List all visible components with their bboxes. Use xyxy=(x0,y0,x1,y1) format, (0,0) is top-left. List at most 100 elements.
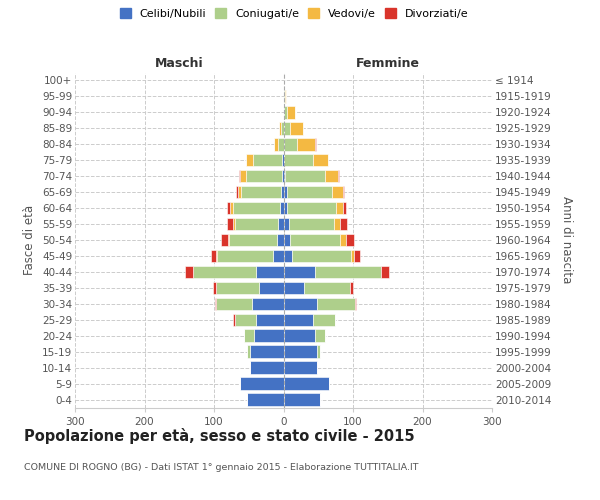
Bar xyxy=(256,314,284,326)
Text: Maschi: Maschi xyxy=(155,57,203,70)
Bar xyxy=(241,170,246,182)
Bar xyxy=(274,138,278,150)
Bar xyxy=(343,186,344,198)
Bar xyxy=(284,394,320,406)
Bar xyxy=(292,250,351,262)
Y-axis label: Fasce di età: Fasce di età xyxy=(23,205,37,275)
Bar xyxy=(284,90,285,102)
Bar xyxy=(290,234,340,246)
Y-axis label: Anni di nascita: Anni di nascita xyxy=(560,196,573,284)
Bar xyxy=(247,346,250,358)
Bar xyxy=(227,218,233,230)
Bar xyxy=(284,282,304,294)
Bar xyxy=(235,218,278,230)
Text: Popolazione per età, sesso e stato civile - 2015: Popolazione per età, sesso e stato civil… xyxy=(24,428,415,444)
Bar xyxy=(246,154,253,166)
Bar xyxy=(233,314,235,326)
Legend: Celibi/Nubili, Coniugati/e, Vedovi/e, Divorziati/e: Celibi/Nubili, Coniugati/e, Vedovi/e, Di… xyxy=(118,6,470,21)
Bar xyxy=(239,170,241,182)
Bar xyxy=(278,218,284,230)
Bar xyxy=(246,170,282,182)
Bar xyxy=(227,202,230,214)
Bar xyxy=(216,250,217,262)
Bar xyxy=(273,250,284,262)
Bar xyxy=(193,266,256,278)
Bar xyxy=(346,234,355,246)
Bar xyxy=(284,250,292,262)
Bar xyxy=(250,362,284,374)
Bar xyxy=(217,250,273,262)
Bar xyxy=(230,202,233,214)
Bar xyxy=(216,282,259,294)
Bar xyxy=(211,250,216,262)
Bar xyxy=(277,234,284,246)
Bar xyxy=(216,298,252,310)
Bar xyxy=(241,186,281,198)
Bar xyxy=(229,234,277,246)
Bar xyxy=(280,122,281,134)
Bar xyxy=(281,122,284,134)
Bar xyxy=(289,218,334,230)
Bar xyxy=(280,202,284,214)
Bar xyxy=(185,266,193,278)
Bar xyxy=(252,298,284,310)
Bar xyxy=(235,314,256,326)
Bar xyxy=(284,186,287,198)
Bar xyxy=(290,122,303,134)
Bar xyxy=(284,234,290,246)
Text: Femmine: Femmine xyxy=(356,57,420,70)
Bar xyxy=(284,330,315,342)
Bar xyxy=(332,186,343,198)
Bar xyxy=(241,378,284,390)
Bar xyxy=(285,170,325,182)
Bar xyxy=(351,250,355,262)
Bar xyxy=(284,218,289,230)
Bar xyxy=(315,330,325,342)
Bar xyxy=(355,298,356,310)
Bar xyxy=(313,154,328,166)
Bar xyxy=(287,186,332,198)
Bar xyxy=(284,378,329,390)
Text: COMUNE DI ROGNO (BG) - Dati ISTAT 1° gennaio 2015 - Elaborazione TUTTITALIA.IT: COMUNE DI ROGNO (BG) - Dati ISTAT 1° gen… xyxy=(24,462,419,471)
Bar xyxy=(313,314,335,326)
Bar xyxy=(340,218,347,230)
Bar xyxy=(317,298,355,310)
Bar xyxy=(282,154,284,166)
Bar xyxy=(253,154,282,166)
Bar xyxy=(298,138,315,150)
Bar xyxy=(247,394,284,406)
Bar xyxy=(284,362,317,374)
Bar xyxy=(285,90,286,102)
Bar xyxy=(315,266,381,278)
Bar xyxy=(287,106,295,118)
Bar xyxy=(284,138,298,150)
Bar xyxy=(254,330,284,342)
Bar xyxy=(284,202,287,214)
Bar xyxy=(340,234,346,246)
Bar xyxy=(284,122,290,134)
Bar xyxy=(250,346,284,358)
Bar xyxy=(315,138,316,150)
Bar xyxy=(233,218,235,230)
Bar xyxy=(335,202,343,214)
Bar xyxy=(215,298,216,310)
Bar xyxy=(355,250,360,262)
Bar xyxy=(350,282,353,294)
Bar xyxy=(244,330,254,342)
Bar xyxy=(281,186,284,198)
Bar xyxy=(238,186,241,198)
Bar xyxy=(284,170,285,182)
Bar xyxy=(284,346,317,358)
Bar xyxy=(334,218,340,230)
Bar xyxy=(278,138,284,150)
Bar xyxy=(284,266,315,278)
Bar xyxy=(228,234,229,246)
Bar xyxy=(236,186,238,198)
Bar xyxy=(284,154,313,166)
Bar xyxy=(221,234,228,246)
Bar xyxy=(304,282,350,294)
Bar xyxy=(212,282,216,294)
Bar xyxy=(256,266,284,278)
Bar xyxy=(233,202,280,214)
Bar xyxy=(284,106,287,118)
